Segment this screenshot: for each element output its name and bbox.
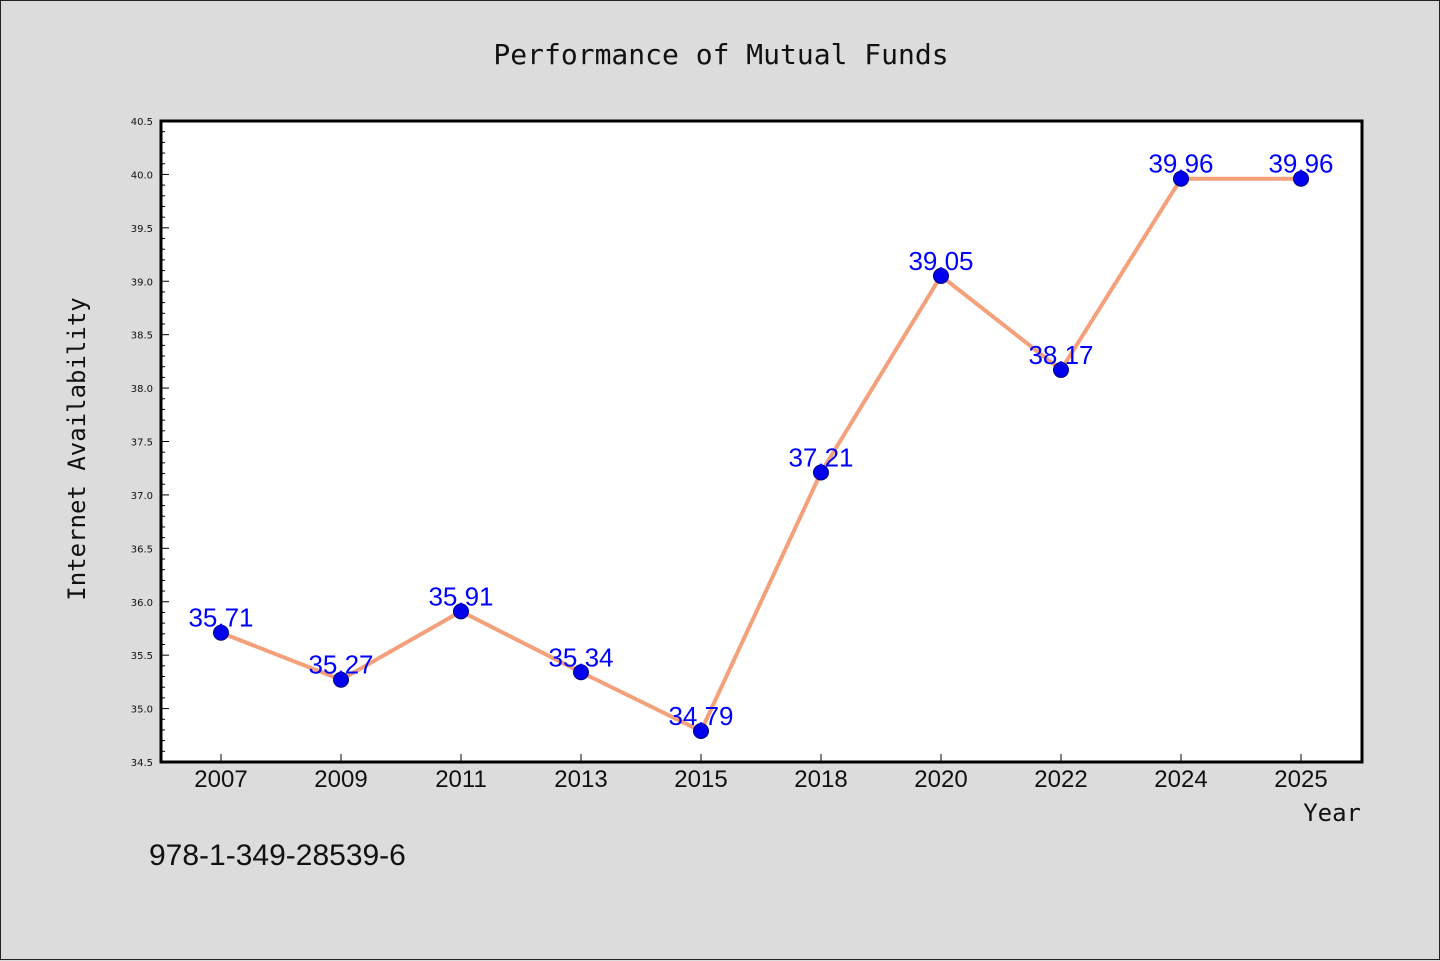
y-tick-label: 38.0	[131, 384, 153, 395]
y-tick-label: 34.5	[131, 758, 153, 769]
data-point	[573, 664, 589, 681]
data-label: 34.79	[668, 701, 733, 731]
x-tick-label: 2022	[1034, 766, 1087, 793]
y-tick-label: 36.0	[131, 598, 153, 609]
x-tick-label: 2007	[194, 766, 247, 793]
series-line	[220, 176, 1301, 734]
data-label: 35.27	[308, 650, 373, 680]
x-axis-ticks: 2007 2009 2011 2013 2015 2018 2020 2022 2024 2025	[194, 754, 1328, 793]
x-tick-label: 2013	[554, 766, 607, 793]
chart-title: Performance of Mutual Funds	[493, 38, 948, 71]
plot-frame	[159, 119, 1364, 764]
data-label: 35.91	[428, 581, 493, 611]
data-label: 35.34	[548, 642, 613, 672]
data-label: 39.05	[908, 246, 973, 276]
data-point	[933, 267, 949, 284]
data-labels: 35.71 35.27 35.91 35.34 34.79 37.21 39.05 38.17…	[188, 149, 1333, 731]
data-label: 39.96	[1148, 149, 1213, 179]
x-tick-label: 2020	[914, 766, 967, 793]
plot-area	[161, 121, 1362, 762]
x-tick-label: 2018	[794, 766, 847, 793]
y-tick-label: 39.0	[131, 277, 153, 288]
x-tick-label: 2011	[435, 766, 487, 793]
data-point	[1293, 170, 1309, 187]
y-tick-label: 36.5	[131, 544, 153, 555]
data-point	[693, 723, 709, 740]
data-point	[333, 671, 349, 688]
y-tick-label: 35.5	[131, 651, 153, 662]
x-tick-label: 2024	[1154, 766, 1207, 793]
data-point	[813, 464, 829, 481]
y-axis-ticks: 34.5 35.0 35.5 36.0 36.5 37.0 37.5 38.0 38.5 39.0…	[131, 117, 169, 769]
x-axis-title: Year	[1303, 799, 1361, 827]
data-markers	[213, 170, 1309, 740]
y-tick-label: 37.0	[131, 491, 153, 502]
data-point	[453, 603, 469, 620]
y-tick-label: 40.5	[131, 117, 153, 128]
y-tick-label: 38.5	[131, 331, 153, 342]
y-tick-label: 40.0	[131, 170, 153, 181]
isbn-text: 978-1-349-28539-6	[149, 839, 406, 872]
data-label: 39.96	[1268, 149, 1333, 179]
x-tick-label: 2015	[674, 766, 727, 793]
y-tick-label: 39.5	[131, 224, 153, 235]
x-tick-label: 2025	[1274, 766, 1327, 793]
data-point	[1053, 361, 1069, 378]
data-label: 37.21	[788, 442, 853, 472]
y-axis-title: Internet Availability	[63, 297, 91, 600]
data-label: 38.17	[1028, 340, 1093, 370]
y-tick-label: 37.5	[131, 438, 153, 449]
data-label: 35.71	[188, 603, 253, 633]
data-point	[1173, 170, 1189, 187]
data-point	[213, 624, 229, 641]
x-tick-label: 2009	[314, 766, 367, 793]
y-tick-label: 35.0	[131, 705, 153, 716]
